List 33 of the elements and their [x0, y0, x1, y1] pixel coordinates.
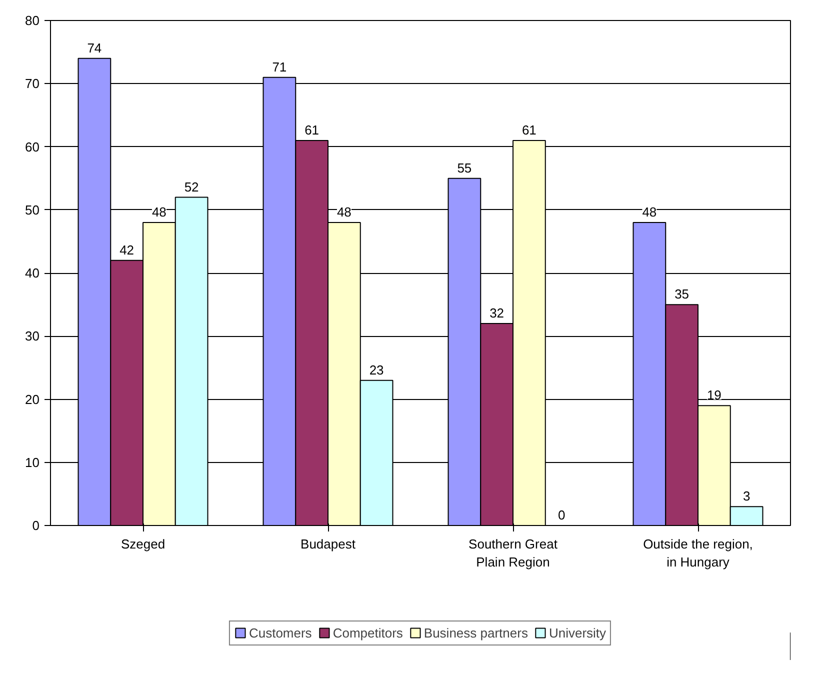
- y-tick-label: 70: [25, 76, 40, 92]
- legend-label: University: [548, 625, 606, 640]
- y-tick-label: 0: [32, 518, 40, 533]
- data-label: 48: [152, 204, 166, 220]
- y-tick-label: 10: [25, 454, 40, 470]
- data-label: 32: [490, 306, 504, 320]
- y-tick-label: 40: [25, 266, 40, 280]
- data-label: 55: [457, 160, 472, 176]
- y-tick-label: 30: [25, 328, 40, 344]
- legend-label: Business partners: [424, 625, 528, 640]
- data-label: 48: [642, 204, 657, 220]
- data-label: 52: [184, 179, 199, 194]
- legend-label: Competitors: [332, 625, 403, 640]
- x-tick-label: Southern Great Plain Region: [468, 536, 558, 570]
- data-label: 61: [304, 122, 320, 138]
- x-tick-label: Szeged: [120, 536, 166, 552]
- x-tick-label: Outside the region, in Hungary: [643, 536, 753, 570]
- data-label: 19: [706, 388, 722, 403]
- y-tick-label: 50: [25, 202, 40, 218]
- data-label: 3: [742, 488, 750, 504]
- data-label: 23: [369, 362, 384, 378]
- data-label: 74: [87, 40, 102, 56]
- data-label: 35: [674, 286, 690, 302]
- data-label: 42: [120, 242, 134, 258]
- legend-label: Customers: [248, 625, 312, 640]
- x-tick-label: Budapest: [300, 536, 356, 552]
- y-tick-label: 60: [25, 139, 40, 154]
- data-label: 48: [336, 204, 352, 220]
- y-tick-label: 20: [25, 392, 40, 407]
- data-label: 61: [522, 122, 536, 138]
- y-tick-label: 80: [25, 13, 40, 28]
- data-label: 0: [558, 508, 566, 522]
- data-label: 71: [272, 59, 287, 74]
